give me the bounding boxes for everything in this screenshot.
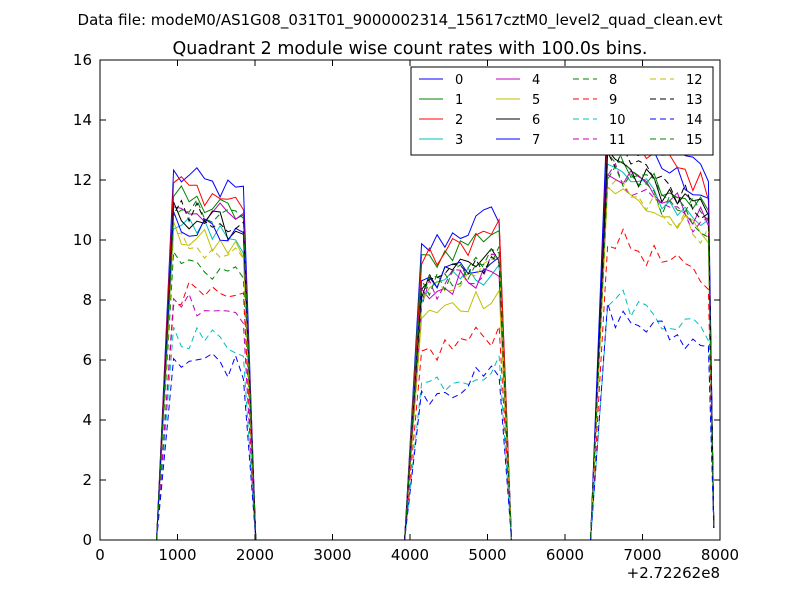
series-line-12 [156, 180, 715, 541]
y-tick-label: 14 [73, 111, 92, 129]
y-tick-label: 12 [73, 171, 92, 189]
series-lines [156, 104, 715, 541]
legend-label: 11 [609, 133, 626, 148]
legend-label: 12 [686, 73, 703, 88]
chart-title: Quadrant 2 module wise count rates with … [173, 39, 648, 59]
y-tick-label: 6 [82, 351, 92, 369]
series-line-14 [156, 303, 715, 541]
x-tick-label: 6000 [546, 546, 584, 564]
y-tick-label: 8 [82, 291, 92, 309]
y-tick-label: 10 [73, 231, 92, 249]
series-line-2 [156, 120, 715, 541]
x-tick-label: 0 [95, 546, 105, 564]
series-line-6 [156, 148, 715, 541]
legend-label: 0 [455, 73, 463, 88]
series-line-11 [156, 162, 715, 541]
series-line-0 [156, 130, 715, 541]
series-line-13 [156, 146, 715, 541]
y-tick-label: 4 [82, 411, 92, 429]
x-offset-label: +2.72262e8 [627, 564, 720, 582]
x-tick-label: 5000 [468, 546, 506, 564]
series-line-8 [156, 151, 715, 541]
legend-label: 4 [532, 73, 540, 88]
legend-label: 6 [532, 113, 540, 128]
legend-label: 1 [455, 93, 463, 108]
legend-label: 13 [686, 93, 703, 108]
series-line-3 [156, 163, 715, 541]
legend-label: 2 [455, 113, 463, 128]
x-tick-label: 4000 [391, 546, 429, 564]
x-tick-label: 2000 [236, 546, 274, 564]
legend-label: 10 [609, 113, 626, 128]
axis-ticks: 0 1000 2000 3000 4000 5000 6000 7000 80000246810… [73, 51, 739, 564]
legend-label: 7 [532, 133, 540, 148]
series-line-9 [156, 228, 715, 541]
suptitle: Data file: modeM0/AS1G08_031T01_90000023… [78, 11, 723, 30]
legend-label: 9 [609, 93, 617, 108]
series-line-5 [156, 185, 715, 541]
legend-box [410, 66, 714, 156]
series-line-4 [156, 169, 715, 541]
y-tick-label: 0 [82, 531, 92, 549]
y-tick-label: 16 [73, 51, 92, 69]
legend-label: 14 [686, 113, 703, 128]
x-tick-label: 1000 [158, 546, 196, 564]
series-line-10 [156, 289, 715, 541]
legend-label: 5 [532, 93, 540, 108]
legend-label: 8 [609, 73, 617, 88]
x-tick-label: 8000 [701, 546, 739, 564]
x-tick-label: 3000 [313, 546, 351, 564]
legend-label: 3 [455, 133, 463, 148]
x-tick-label: 7000 [623, 546, 661, 564]
series-line-1 [156, 142, 715, 541]
y-tick-label: 2 [82, 471, 92, 489]
series-line-15 [156, 165, 715, 541]
legend-label: 15 [686, 133, 703, 148]
